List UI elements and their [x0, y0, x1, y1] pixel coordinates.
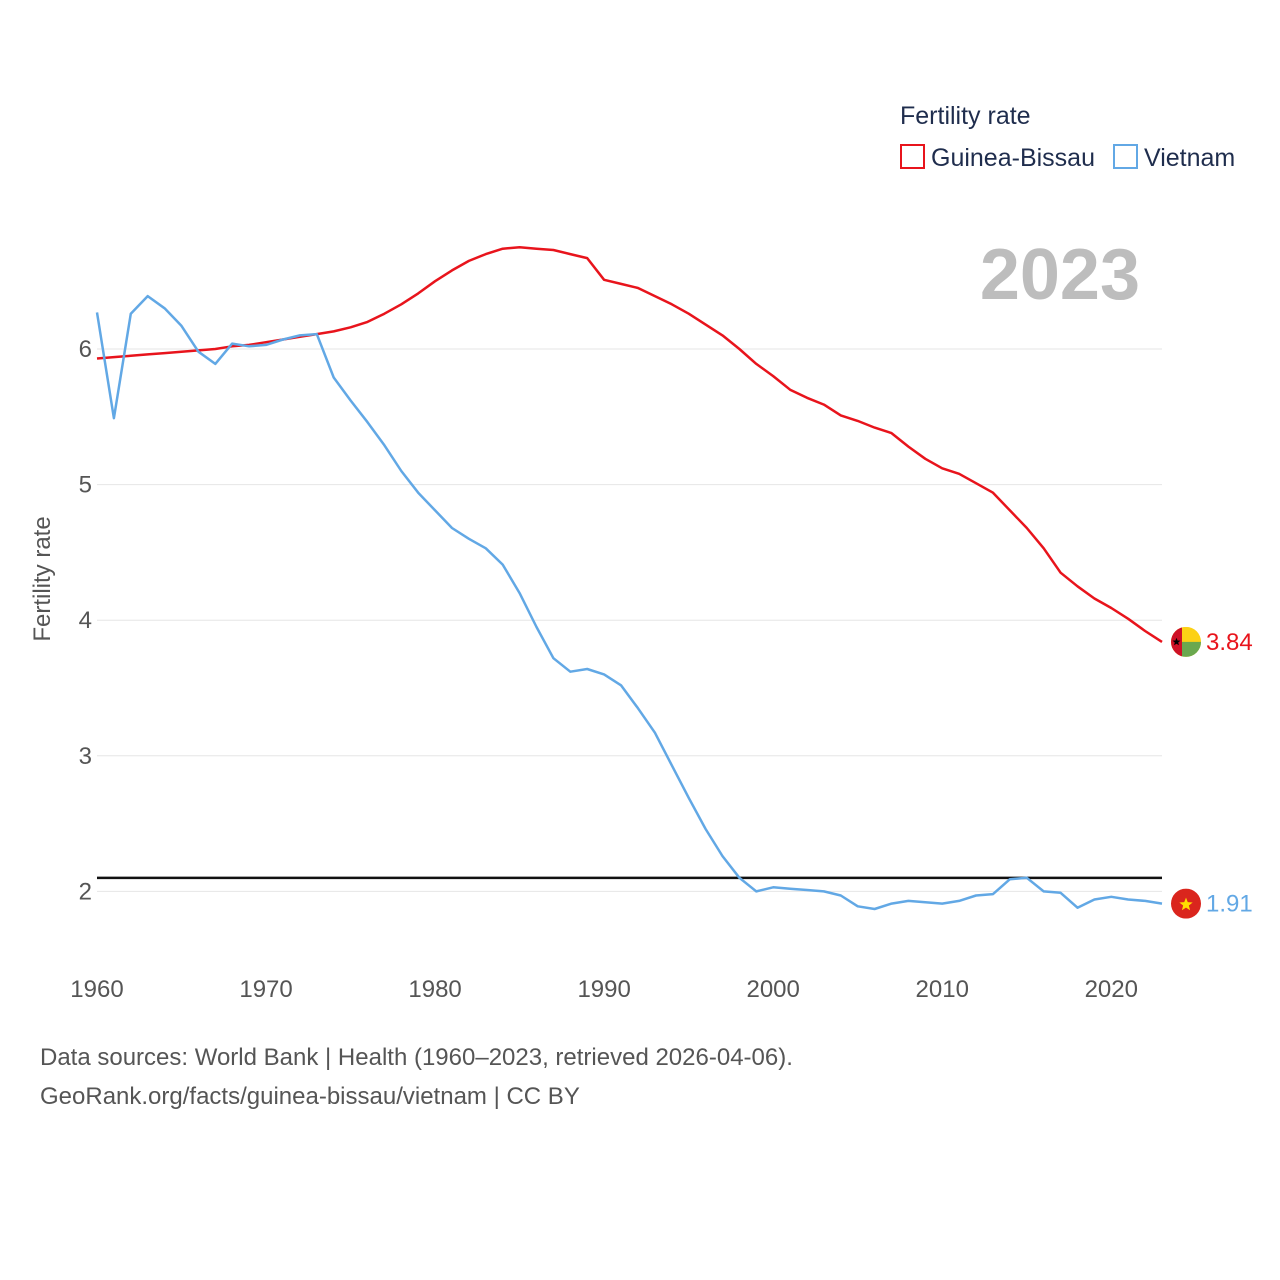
- x-tick-label-2000: 2000: [746, 976, 799, 1003]
- legend-item-guinea-bissau[interactable]: Guinea-Bissau: [900, 144, 1095, 172]
- legend-title: Fertility rate: [900, 102, 1031, 130]
- x-tick-label-2020: 2020: [1085, 976, 1138, 1003]
- legend-item-vietnam[interactable]: Vietnam: [1113, 144, 1235, 172]
- series-line-vietnam: [95, 294, 1163, 911]
- legend-label-vietnam: Vietnam: [1144, 144, 1235, 172]
- y-tick-label-4: 4: [79, 607, 92, 634]
- y-tick-label-6: 6: [79, 336, 92, 363]
- series-lines: [95, 246, 1163, 911]
- x-tick-label-1980: 1980: [408, 976, 461, 1003]
- source-line-1: Data sources: World Bank | Health (1960–…: [40, 1044, 793, 1071]
- year-label: 2023: [980, 235, 1140, 315]
- end-markers: 3.84 1.91: [1171, 626, 1253, 919]
- x-tick-label-1990: 1990: [577, 976, 630, 1003]
- end-label-vietnam: 1.91: [1206, 891, 1253, 918]
- y-axis-title: Fertility rate: [29, 516, 56, 641]
- y-tick-label-3: 3: [79, 743, 92, 770]
- y-tick-label-2: 2: [79, 878, 92, 905]
- axes: 2 3 4 5 6 1960 1970 1980 1990 2000 2010 2020: [70, 336, 1138, 1003]
- legend-swatch-guinea-bissau: [900, 144, 925, 169]
- y-tick-label-5: 5: [79, 472, 92, 499]
- x-tick-label-1960: 1960: [70, 976, 123, 1003]
- legend-swatch-vietnam: [1113, 144, 1138, 169]
- fertility-chart: 2 3 4 5 6 1960 1970 1980 1990 2000 2010 2020 3.84 1.…: [29, 102, 1253, 1003]
- grid: [97, 348, 1162, 892]
- guinea-bissau-flag-icon: [1171, 626, 1201, 657]
- legend-label-guinea-bissau: Guinea-Bissau: [931, 144, 1095, 172]
- source-link[interactable]: GeoRank.org/facts/guinea-bissau/vietnam …: [40, 1083, 580, 1110]
- series-line-guinea-bissau: [96, 246, 1163, 643]
- vietnam-flag-icon: [1171, 888, 1201, 919]
- x-tick-label-2010: 2010: [916, 976, 969, 1003]
- legend: Fertility rate Guinea-Bissau Vietnam: [900, 102, 1235, 172]
- end-label-guinea-bissau: 3.84: [1206, 629, 1253, 656]
- x-tick-label-1970: 1970: [239, 976, 292, 1003]
